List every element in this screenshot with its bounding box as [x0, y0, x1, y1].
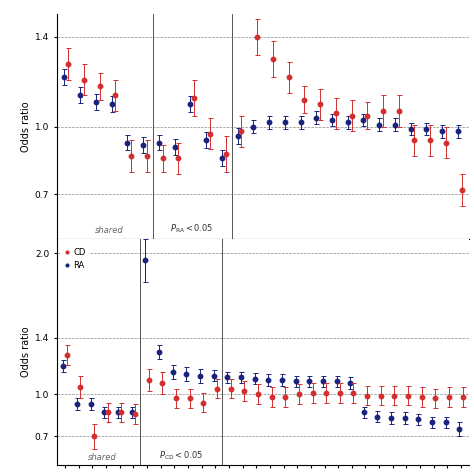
Text: b. RA loci in CD and RA: b. RA loci in CD and RA: [199, 351, 327, 362]
Y-axis label: Odds ratio: Odds ratio: [21, 327, 31, 377]
Y-axis label: Odds ratio: Odds ratio: [21, 101, 31, 152]
Text: shared: shared: [95, 226, 124, 235]
Text: $P_{\mathrm{RA}}<0.05$: $P_{\mathrm{RA}}<0.05$: [171, 222, 214, 235]
Text: $P_{\mathrm{CD}}<0.05$: $P_{\mathrm{CD}}<0.05$: [159, 449, 203, 462]
Legend: CD, RA: CD, RA: [61, 244, 90, 274]
Text: shared: shared: [88, 453, 117, 462]
